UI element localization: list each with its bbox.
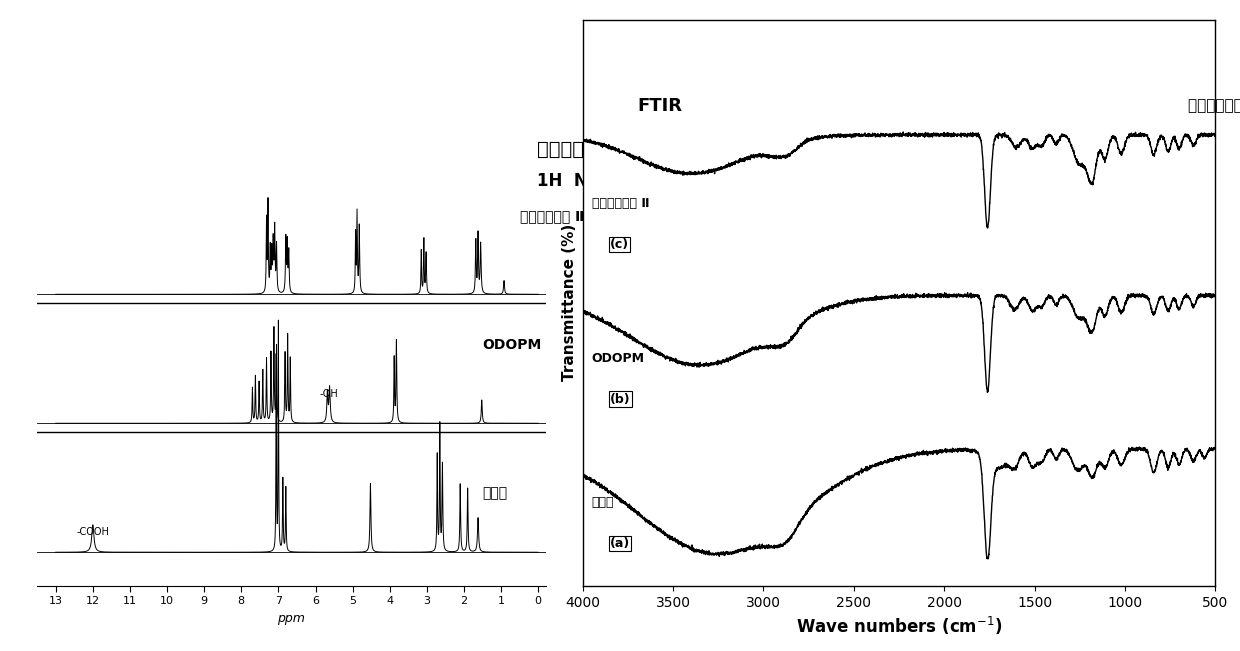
Text: -COOH: -COOH bbox=[77, 527, 109, 536]
X-axis label: ppm: ppm bbox=[278, 612, 305, 625]
Text: 双酚酸基单体 Ⅱ: 双酚酸基单体 Ⅱ bbox=[591, 197, 650, 210]
Y-axis label: Transmittance (%): Transmittance (%) bbox=[562, 224, 578, 381]
Text: 双酚酸基单体 Ⅱ: 双酚酸基单体 Ⅱ bbox=[520, 210, 584, 223]
Text: 双酚酸基单体 Ⅱ: 双酚酸基单体 Ⅱ bbox=[537, 139, 627, 159]
Text: 双酚酸基单体 Ⅱ: 双酚酸基单体 Ⅱ bbox=[1188, 97, 1240, 112]
Text: ODOPM: ODOPM bbox=[591, 352, 645, 365]
Text: -OH: -OH bbox=[319, 389, 337, 398]
Text: FTIR: FTIR bbox=[637, 97, 682, 115]
Text: 1H  NMR: 1H NMR bbox=[537, 172, 618, 190]
X-axis label: Wave numbers (cm$^{-1}$): Wave numbers (cm$^{-1}$) bbox=[796, 615, 1002, 637]
Text: ODOPM: ODOPM bbox=[482, 339, 542, 352]
Text: (c): (c) bbox=[610, 238, 629, 251]
Text: 双酚酸: 双酚酸 bbox=[591, 495, 614, 508]
Text: (b): (b) bbox=[610, 393, 630, 406]
Text: (a): (a) bbox=[610, 537, 630, 550]
Text: 双酚酸: 双酚酸 bbox=[482, 487, 507, 501]
